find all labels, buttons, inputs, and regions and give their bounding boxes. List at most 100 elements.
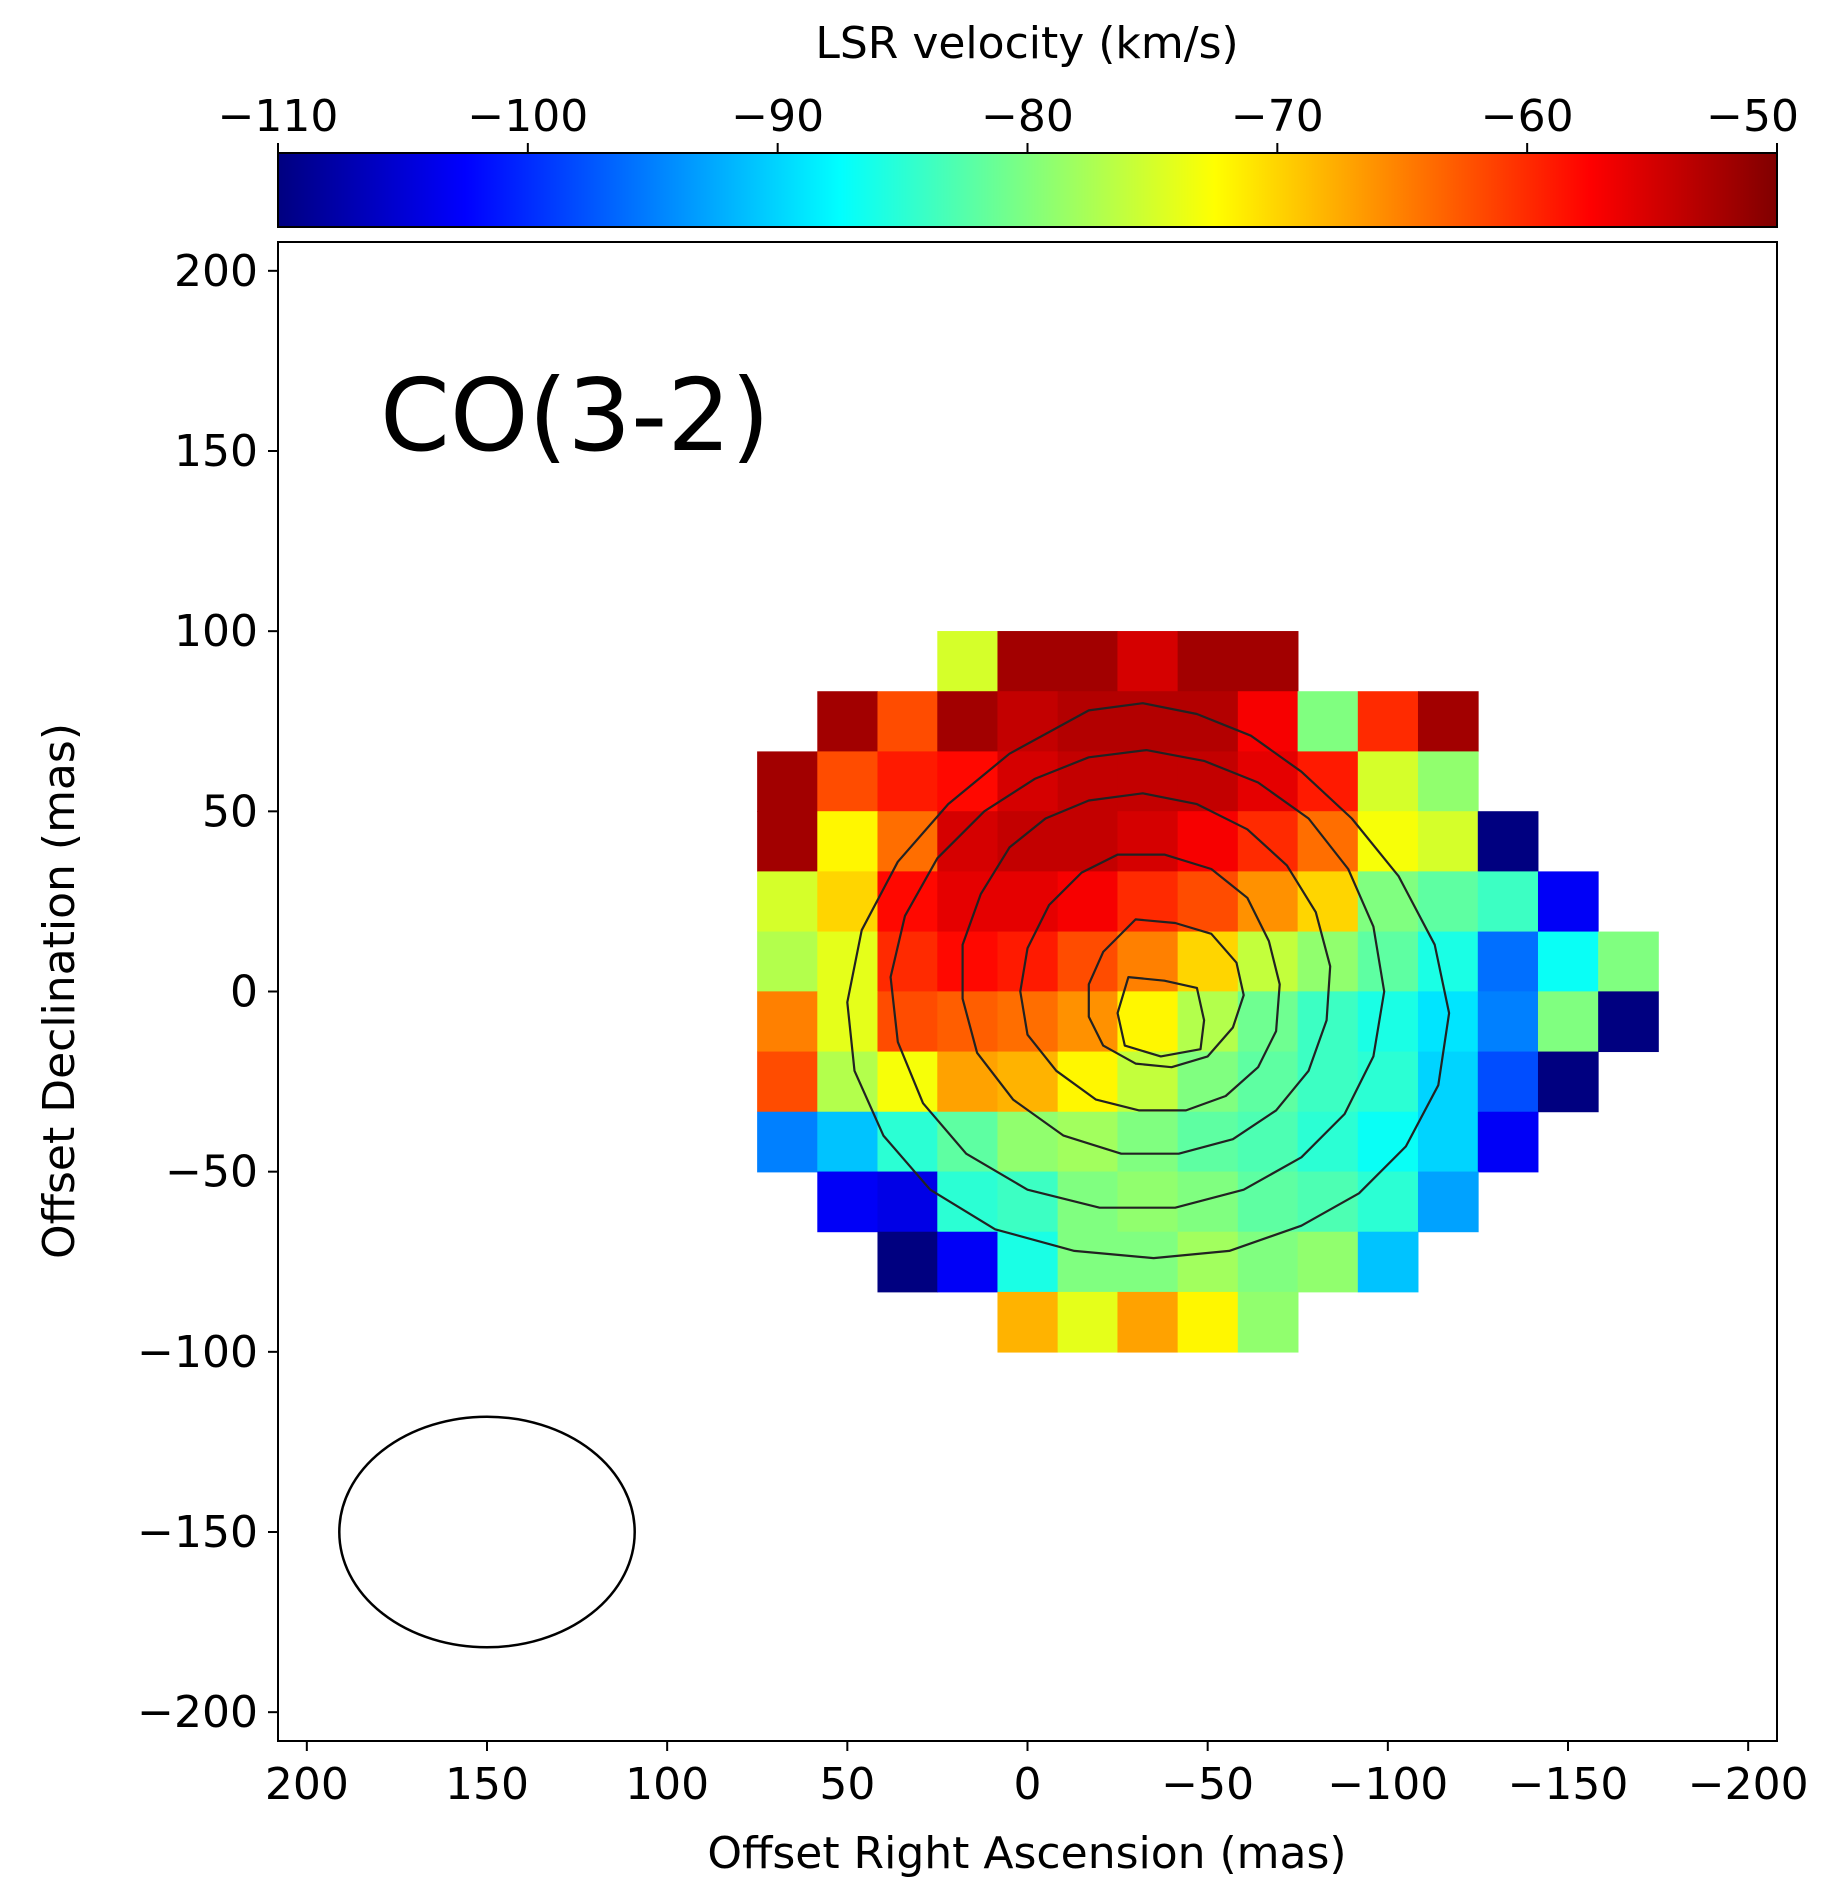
- heat-cell: [1297, 1111, 1359, 1173]
- heat-cell: [1057, 811, 1119, 872]
- heat-cell: [1357, 751, 1419, 813]
- heat-cell: [937, 1051, 998, 1113]
- heat-cell: [997, 1231, 1059, 1293]
- contour-level-1: [846, 702, 1451, 1260]
- heat-cell: [877, 991, 939, 1053]
- heat-cell: [1057, 1171, 1119, 1233]
- heat-cell: [1117, 811, 1179, 872]
- heat-cell: [1117, 1051, 1179, 1113]
- colorbar-label: LSR velocity (km/s): [815, 18, 1238, 69]
- heat-cell: [997, 631, 1059, 692]
- heat-cell: [1057, 871, 1119, 933]
- heat-cell: [817, 751, 878, 813]
- heat-cell: [1177, 991, 1239, 1053]
- heat-cell: [1117, 1171, 1179, 1233]
- heat-cell: [1237, 991, 1299, 1053]
- colorbar-tick-label: −70: [1231, 91, 1324, 142]
- heat-cell: [1417, 691, 1479, 752]
- heat-cell: [1177, 1171, 1239, 1233]
- heat-cell: [1177, 1231, 1239, 1293]
- velocity-cells: [757, 631, 1659, 1353]
- heat-cell: [1117, 631, 1179, 692]
- intensity-contours: [846, 702, 1451, 1260]
- heat-cell: [997, 871, 1059, 933]
- heat-cell: [1477, 811, 1539, 872]
- heat-cell: [877, 1171, 939, 1233]
- heat-cell: [937, 931, 998, 993]
- heat-cell: [1117, 1291, 1179, 1353]
- heat-cell: [937, 631, 998, 692]
- heat-cell: [1357, 1171, 1419, 1233]
- colorbar-tick-label: −100: [467, 91, 588, 142]
- contour-level-2: [889, 749, 1386, 1209]
- heat-cell: [877, 691, 939, 752]
- y-axis-label: Offset Declination (mas): [34, 723, 85, 1259]
- x-tick-label: −150: [1508, 1759, 1629, 1810]
- heat-cell: [1297, 1231, 1359, 1293]
- heat-cell: [937, 751, 998, 813]
- heat-cell: [1117, 1231, 1179, 1293]
- x-tick-label: 100: [625, 1759, 709, 1810]
- heat-cell: [1057, 631, 1119, 692]
- x-tick-label: −100: [1327, 1759, 1448, 1810]
- heat-cell: [817, 1171, 878, 1233]
- heat-cell: [877, 1051, 939, 1113]
- heat-cell: [1417, 1051, 1479, 1113]
- heat-cell: [1417, 1111, 1479, 1173]
- heat-cell: [997, 691, 1059, 752]
- heat-cell: [1357, 871, 1419, 933]
- heat-cell: [1417, 871, 1479, 933]
- contour-level-5: [1087, 918, 1245, 1069]
- heat-cell: [1477, 991, 1539, 1053]
- heat-cell: [1537, 1051, 1599, 1113]
- heat-cell: [1177, 871, 1239, 933]
- beam-ellipse: [338, 1415, 636, 1649]
- heat-cell: [1357, 931, 1419, 993]
- heat-cell: [937, 1171, 998, 1233]
- heat-cell: [1417, 751, 1479, 813]
- heat-cell: [997, 1171, 1059, 1233]
- heat-cell: [1117, 691, 1179, 752]
- heat-cell: [1237, 1291, 1299, 1353]
- heat-cell: [1357, 691, 1419, 752]
- heat-cell: [1237, 1231, 1299, 1293]
- heat-cell: [997, 811, 1059, 872]
- y-tick-label: −200: [137, 1687, 258, 1738]
- heat-cell: [937, 691, 998, 752]
- colorbar-tick-label: −110: [218, 91, 339, 142]
- x-axis-ticks: 200 150 100 50 0 −50 −100 −150 −200: [265, 1741, 1809, 1810]
- heat-cell: [757, 1111, 818, 1173]
- heat-cell: [817, 811, 878, 872]
- heat-cell: [1477, 871, 1539, 933]
- heat-cell: [1297, 1051, 1359, 1113]
- y-tick-label: −150: [137, 1507, 258, 1558]
- heat-cell: [1417, 811, 1479, 872]
- colorbar-tick-label: −60: [1481, 91, 1574, 142]
- x-tick-label: −200: [1688, 1759, 1809, 1810]
- heat-cell: [757, 811, 818, 872]
- colorbar-gradient: [277, 152, 1778, 228]
- heat-cell: [1117, 991, 1179, 1053]
- heat-cell: [1237, 1111, 1299, 1173]
- heat-cell: [1237, 631, 1299, 692]
- heat-cell: [1237, 811, 1299, 872]
- heat-cell: [757, 991, 818, 1053]
- x-tick-label: 50: [819, 1759, 875, 1810]
- heat-cell: [1177, 931, 1239, 993]
- heat-cell: [1177, 1111, 1239, 1173]
- x-tick-label: 0: [1014, 1759, 1042, 1810]
- y-tick-label: −50: [165, 1147, 258, 1198]
- plot-area: CO(3-2) 200 150 100 50 0 −50 −100 −150 −200 200 1…: [34, 241, 1809, 1879]
- x-tick-label: −50: [1161, 1759, 1254, 1810]
- heat-cell: [1057, 1291, 1119, 1353]
- heat-cell: [1237, 871, 1299, 933]
- heat-cell: [817, 931, 878, 993]
- contour-level-4: [1019, 853, 1281, 1112]
- heat-cell: [1237, 1171, 1299, 1233]
- heat-cell: [997, 931, 1059, 993]
- contour-level-3: [961, 792, 1332, 1155]
- heat-cell: [1598, 991, 1659, 1053]
- colorbar-tick-label: −90: [731, 91, 824, 142]
